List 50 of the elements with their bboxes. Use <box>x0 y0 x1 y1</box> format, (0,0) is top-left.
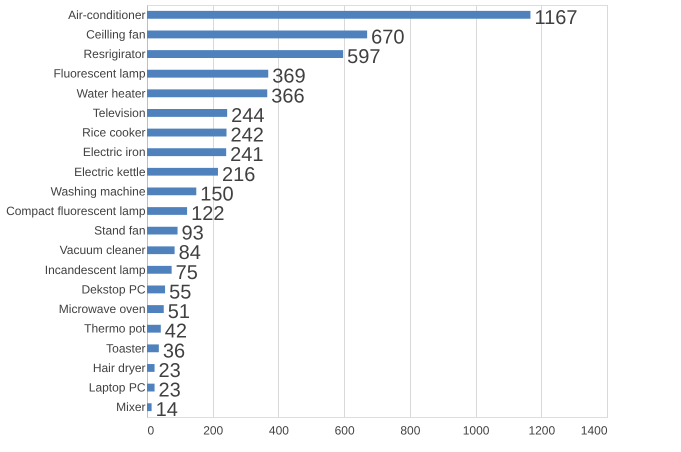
x-tick-label: 1000 <box>462 424 490 438</box>
data-label: 84 <box>178 242 201 264</box>
data-label: 216 <box>222 164 256 186</box>
data-label: 93 <box>182 222 204 245</box>
data-label: 23 <box>158 380 181 402</box>
data-label: 122 <box>191 203 224 225</box>
y-tick-label: Television <box>92 106 146 120</box>
data-label: 23 <box>158 360 181 382</box>
data-label: 42 <box>164 320 188 343</box>
data-label: 150 <box>200 183 234 206</box>
x-tick-label: 600 <box>334 424 355 438</box>
x-tick-label: 800 <box>400 424 421 438</box>
y-tick-label: Air-conditioner <box>68 8 146 22</box>
data-label: 369 <box>272 66 306 88</box>
y-tick-label: Vacuum cleaner <box>60 243 146 258</box>
y-tick-label: Dekstop PC <box>81 282 146 296</box>
data-label: 14 <box>156 399 178 422</box>
x-tick-label: 0 <box>148 424 154 438</box>
y-tick-label: Mixer <box>116 400 146 414</box>
data-label: 75 <box>176 262 198 284</box>
data-label: 242 <box>230 124 264 147</box>
data-label: 241 <box>230 144 264 166</box>
data-label: 244 <box>231 104 265 127</box>
y-tick-label: Rice cooker <box>82 126 146 140</box>
y-tick-label: Washing machine <box>50 184 146 198</box>
data-label: 597 <box>347 46 381 68</box>
y-tick-label: Compact fluorescent lamp <box>6 204 146 218</box>
y-tick-label: Fluorescent lamp <box>53 66 146 81</box>
y-tick-label: Resrigirator <box>83 47 146 62</box>
y-tick-label: Water heater <box>76 86 146 100</box>
data-label: 51 <box>168 301 190 324</box>
y-tick-label: Toaster <box>106 341 146 356</box>
data-label: 55 <box>169 281 192 304</box>
y-tick-label: Stand fan <box>94 224 146 238</box>
y-tick-label: Hair dryer <box>92 360 146 375</box>
y-tick-label: Electric iron <box>82 145 146 160</box>
y-tick-label: Ceilling fan <box>86 27 146 42</box>
x-tick-label: 1400 <box>580 424 608 438</box>
x-tick-label: 1200 <box>528 424 556 438</box>
y-tick-label: Thermo pot <box>84 322 146 336</box>
x-tick-label: 200 <box>203 424 224 438</box>
x-tick-label: 400 <box>268 424 290 438</box>
y-tick-label: Laptop PC <box>88 380 146 395</box>
y-tick-label: Electric kettle <box>74 164 146 179</box>
data-label: 366 <box>271 85 305 108</box>
data-label: 36 <box>162 340 186 362</box>
y-tick-label: Incandescent lamp <box>44 262 146 277</box>
y-tick-label: Microwave oven <box>58 302 146 316</box>
data-label: 1167 <box>534 6 578 29</box>
data-label: 670 <box>371 26 405 48</box>
